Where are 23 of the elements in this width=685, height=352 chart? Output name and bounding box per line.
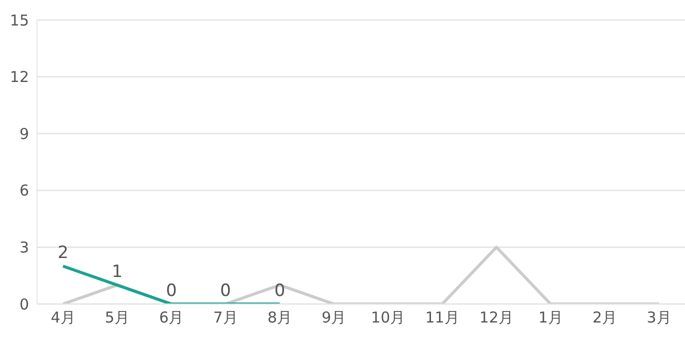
y-tick-label: 15 [10, 11, 29, 30]
x-tick-label: 7月 [213, 308, 238, 327]
x-tick-label: 12月 [479, 308, 514, 327]
y-tick-label: 6 [19, 182, 29, 200]
y-tick-label: 12 [10, 68, 29, 86]
y-tick-label: 3 [19, 238, 29, 257]
data-label: 1 [112, 262, 123, 282]
data-label: 0 [220, 281, 231, 301]
x-tick-label: 5月 [104, 308, 130, 327]
x-tick-label: 11月 [425, 308, 460, 327]
x-tick-label: 9月 [322, 308, 346, 327]
x-tick-label: 8月 [267, 308, 292, 327]
x-tick-label: 4月 [50, 308, 76, 327]
x-tick-label: 10月 [371, 308, 406, 327]
data-label: 0 [274, 281, 286, 301]
data-label: 2 [58, 243, 68, 264]
x-tick-label: 3月 [646, 308, 672, 327]
data-label: 0 [166, 281, 177, 301]
x-tick-label: 1月 [538, 308, 563, 327]
y-tick-label: 9 [19, 124, 29, 143]
x-tick-label: 2月 [592, 308, 618, 327]
x-tick-label: 6月 [159, 308, 184, 327]
y-tick-label: 0 [19, 295, 29, 314]
